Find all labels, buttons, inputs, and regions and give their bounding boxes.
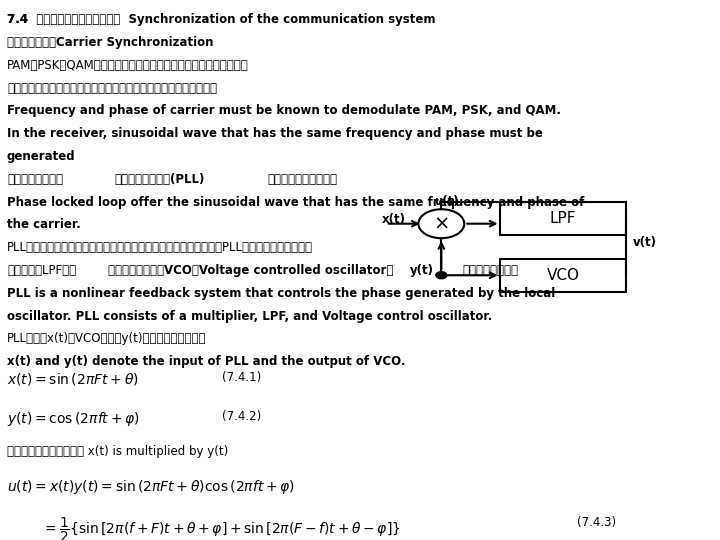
Text: PLLの入力x(t)とVCOの出力y(t)を次のように表す。: PLLの入力x(t)とVCOの出力y(t)を次のように表す。 (7, 333, 207, 346)
Text: (7.4.2): (7.4.2) (222, 410, 261, 423)
Text: LPF: LPF (550, 211, 576, 226)
Text: から構成される。: から構成される。 (462, 264, 518, 277)
Text: PAM，PSK，QAMの復調ではキャリアの周波数と位相情報が必要。: PAM，PSK，QAMの復調ではキャリアの周波数と位相情報が必要。 (7, 59, 248, 72)
Text: the carrier.: the carrier. (7, 219, 81, 232)
Text: generated: generated (7, 150, 76, 163)
Text: PLLは局部発振器の位相を制御する非線形フィードバック制御系。PLLは掛け算器，ローパス: PLLは局部発振器の位相を制御する非線形フィードバック制御系。PLLは掛け算器，… (7, 241, 313, 254)
Text: これらを掛け合わせると x(t) is multiplied by y(t): これらを掛け合わせると x(t) is multiplied by y(t) (7, 446, 228, 458)
Text: (7.4.3): (7.4.3) (577, 516, 616, 529)
Text: 位相ロックループ(PLL): 位相ロックループ(PLL) (114, 173, 205, 186)
Text: x(t): x(t) (382, 213, 406, 226)
Text: x(t) and y(t) denote the input of PLL and the output of VCO.: x(t) and y(t) denote the input of PLL an… (7, 355, 405, 368)
Text: キャリア同期系は: キャリア同期系は (7, 173, 63, 186)
Text: 7.4: 7.4 (7, 13, 36, 26)
Text: (7.4.1): (7.4.1) (222, 371, 261, 384)
Text: $u(t) = x(t)y(t) = \sin\left(2\pi Ft + \theta\right)\cos\left(2\pi ft + \varphi\: $u(t) = x(t)y(t) = \sin\left(2\pi Ft + \… (7, 478, 295, 496)
Text: y(t): y(t) (410, 265, 434, 278)
Text: $x(t) = \sin\left(2\pi Ft + \theta\right)$: $x(t) = \sin\left(2\pi Ft + \theta\right… (7, 371, 139, 387)
Text: In the receiver, sinusoidal wave that has the same frequency and phase must be: In the receiver, sinusoidal wave that ha… (7, 127, 543, 140)
Text: v(t): v(t) (632, 236, 657, 249)
Text: PLL is a nonlinear feedback system that controls the phase generated by the loca: PLL is a nonlinear feedback system that … (7, 287, 555, 300)
FancyBboxPatch shape (500, 259, 626, 292)
Text: 7.4  通信システムにおける同期  Synchronization of the communication system: 7.4 通信システムにおける同期 Synchronization of the … (7, 13, 436, 26)
Text: u(t): u(t) (434, 195, 459, 208)
Text: $y(t) = \cos\left(2\pi ft + \varphi\right)$: $y(t) = \cos\left(2\pi ft + \varphi\righ… (7, 410, 140, 428)
Text: Phase locked loop offer the sinusoidal wave that has the same frequency and phas: Phase locked loop offer the sinusoidal w… (7, 195, 585, 208)
Text: フィルタ（LPF），: フィルタ（LPF）， (7, 264, 76, 277)
Text: ×: × (433, 214, 449, 233)
Text: VCO: VCO (546, 268, 580, 283)
Text: によって実現される。: によって実現される。 (268, 173, 338, 186)
FancyBboxPatch shape (500, 202, 626, 235)
Text: 復調器でキャリアと同じ位相と周波数を持つ正弦波を発生させる。: 復調器でキャリアと同じ位相と周波数を持つ正弦波を発生させる。 (7, 82, 217, 94)
Text: oscillator. PLL consists of a multiplier, LPF, and Voltage control oscillator.: oscillator. PLL consists of a multiplier… (7, 309, 492, 323)
Text: $= \dfrac{1}{2}\left\{\sin\left[2\pi(f+F)t + \theta + \varphi\right] + \sin\left: $= \dfrac{1}{2}\left\{\sin\left[2\pi(f+F… (42, 516, 400, 540)
Circle shape (436, 272, 447, 279)
Text: 電圧制御発振器（VCO：Voltage controlled oscillator）: 電圧制御発振器（VCO：Voltage controlled oscillato… (108, 264, 393, 277)
Text: キャリア同期：Carrier Synchronization: キャリア同期：Carrier Synchronization (7, 36, 213, 49)
Text: Frequency and phase of carrier must be known to demodulate PAM, PSK, and QAM.: Frequency and phase of carrier must be k… (7, 104, 561, 117)
